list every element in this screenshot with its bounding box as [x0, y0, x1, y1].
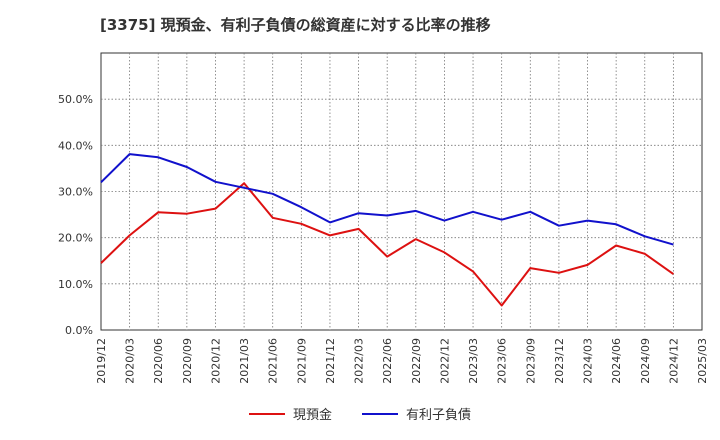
x-tick-label: 2021/12	[324, 338, 337, 384]
legend-label-cash: 現預金	[292, 408, 332, 423]
y-tick-label: 30.0%	[58, 186, 93, 199]
y-tick-label: 0.0%	[65, 324, 93, 337]
x-tick-label: 2024/03	[582, 338, 595, 384]
x-tick-label: 2020/03	[124, 338, 137, 384]
x-tick-label: 2023/06	[496, 338, 509, 384]
y-tick-label: 10.0%	[58, 278, 93, 291]
legend-swatch-debt	[362, 412, 398, 415]
x-tick-label: 2025/03	[696, 338, 709, 384]
plot-area	[100, 52, 703, 331]
x-tick-label: 2022/09	[410, 338, 423, 384]
legend-swatch-cash	[248, 412, 285, 415]
y-tick-label: 50.0%	[58, 93, 93, 106]
y-tick-label: 40.0%	[58, 139, 93, 152]
x-tick-label: 2020/09	[181, 338, 194, 384]
x-tick-label: 2022/06	[381, 338, 394, 384]
x-tick-label: 2022/12	[438, 338, 451, 384]
series-line-cash	[100, 182, 674, 307]
x-tick-label: 2020/12	[209, 338, 222, 384]
legend-item-debt: 有利子負債	[362, 404, 471, 423]
series-line-debt	[100, 153, 674, 246]
x-tick-label: 2021/06	[267, 338, 280, 384]
x-tick-label: 2024/06	[610, 338, 623, 384]
x-tick-label: 2024/12	[667, 338, 680, 384]
chart-title: [3375] 現預金、有利子負債の総資産に対する比率の推移	[100, 16, 491, 34]
x-tick-label: 2019/12	[95, 338, 108, 384]
x-tick-label: 2023/09	[524, 338, 537, 384]
legend-label-debt: 有利子負債	[406, 408, 472, 423]
x-tick-label: 2021/03	[238, 338, 251, 384]
x-tick-label: 2022/03	[353, 338, 366, 384]
legend-item-cash: 現預金	[248, 404, 332, 423]
x-tick-label: 2020/06	[152, 338, 165, 384]
x-tick-label: 2023/03	[467, 338, 480, 384]
x-tick-label: 2024/09	[639, 338, 652, 384]
x-tick-label: 2023/12	[553, 338, 566, 384]
legend: 現預金 有利子負債	[0, 404, 720, 423]
x-tick-label: 2021/09	[295, 338, 308, 384]
y-tick-label: 20.0%	[58, 232, 93, 245]
